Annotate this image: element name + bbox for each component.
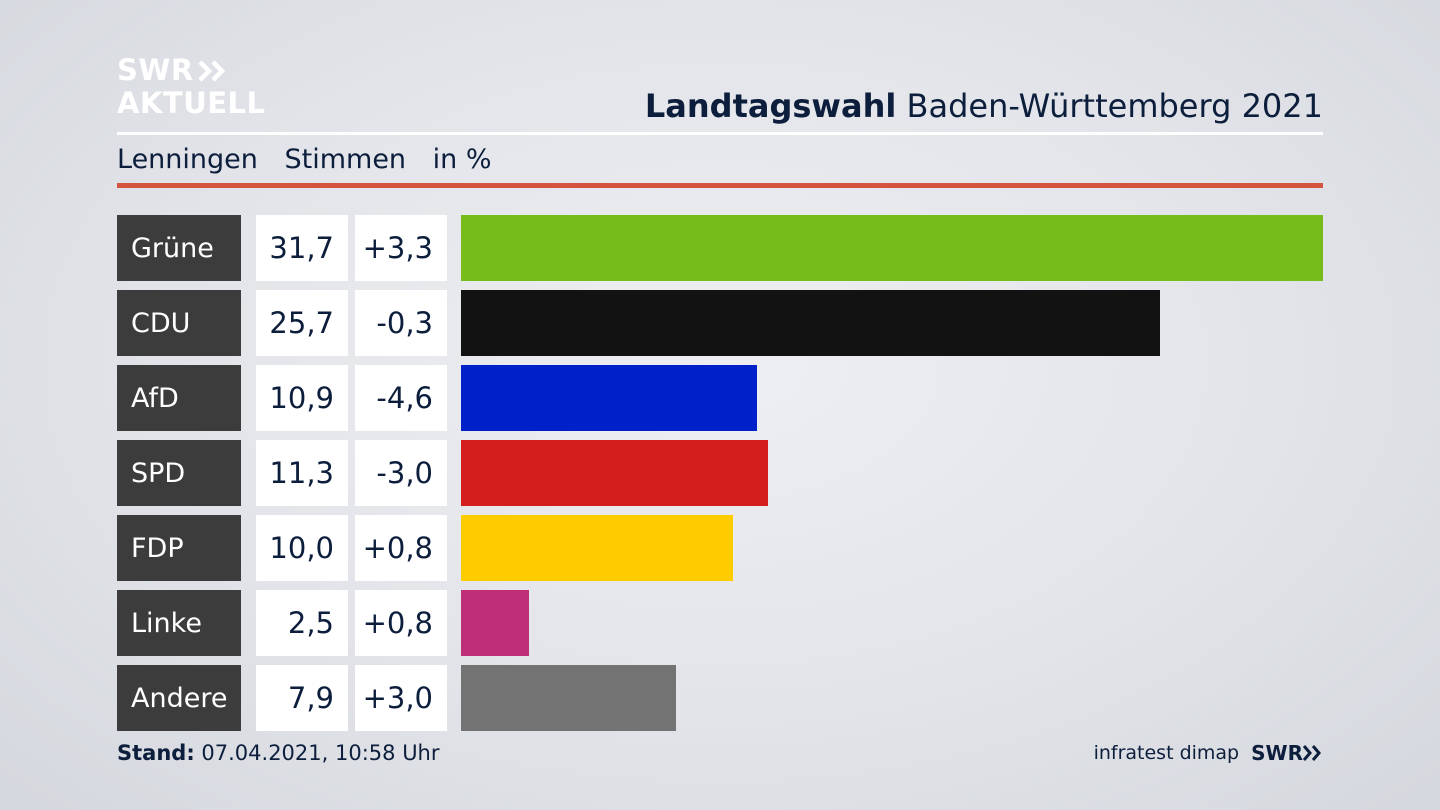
vote-share-bar [461, 590, 529, 656]
vote-share-value: 7,9 [256, 665, 348, 731]
vote-change-value: +0,8 [355, 590, 447, 656]
subtitle-place: Lenningen [117, 144, 258, 175]
party-label: SPD [117, 440, 241, 506]
logo-line2: AKTUELL [117, 86, 266, 120]
vote-share-value: 10,9 [256, 365, 348, 431]
vote-share-value: 2,5 [256, 590, 348, 656]
vote-share-value: 10,0 [256, 515, 348, 581]
party-row: CDU 25,7 -0,3 [117, 290, 1323, 356]
party-label: Grüne [117, 215, 241, 281]
source-credit: infratest dimap SWR [1094, 741, 1323, 765]
party-row: Grüne 31,7 +3,3 [117, 215, 1323, 281]
party-label: Andere [117, 665, 241, 731]
footer-logo-text: SWR [1251, 741, 1303, 765]
vote-change-value: +0,8 [355, 515, 447, 581]
title-rest: Baden-Württemberg 2021 [906, 87, 1324, 125]
vote-change-value: -0,3 [355, 290, 447, 356]
vote-share-bar [461, 365, 757, 431]
title-bold: Landtagswahl [644, 87, 897, 125]
stand-label: Stand: [117, 741, 195, 765]
subtitle: Lenningen Stimmen in % [117, 144, 510, 175]
party-row: FDP 10,0 +0,8 [117, 515, 1323, 581]
subtitle-unit: in % [432, 144, 492, 175]
vote-share-bar [461, 515, 733, 581]
timestamp: Stand: 07.04.2021, 10:58 Uhr [117, 741, 440, 765]
party-label: Linke [117, 590, 241, 656]
header-divider [117, 132, 1323, 135]
vote-change-value: -4,6 [355, 365, 447, 431]
party-row: Linke 2,5 +0,8 [117, 590, 1323, 656]
stand-value: 07.04.2021, 10:58 Uhr [201, 741, 440, 765]
party-label: AfD [117, 365, 241, 431]
vote-share-bar [461, 215, 1323, 281]
vote-share-value: 25,7 [256, 290, 348, 356]
source-name: infratest dimap [1093, 742, 1240, 764]
vote-change-value: +3,3 [355, 215, 447, 281]
party-row: SPD 11,3 -3,0 [117, 440, 1323, 506]
double-chevron-icon [1303, 745, 1321, 761]
vote-share-value: 11,3 [256, 440, 348, 506]
subtitle-measure: Stimmen [284, 144, 407, 175]
footer-logo: SWR [1251, 741, 1323, 765]
party-row: Andere 7,9 +3,0 [117, 665, 1323, 731]
vote-share-bar [461, 440, 768, 506]
vote-share-bar [461, 665, 676, 731]
vote-change-value: -3,0 [355, 440, 447, 506]
double-chevron-icon [198, 59, 225, 82]
vote-change-value: +3,0 [355, 665, 447, 731]
party-row: AfD 10,9 -4,6 [117, 365, 1323, 431]
swr-aktuell-logo: SWR AKTUELL [117, 56, 266, 118]
party-label: FDP [117, 515, 241, 581]
page-title: Landtagswahl Baden-Württemberg 2021 [645, 87, 1323, 125]
logo-line1: SWR [117, 53, 194, 87]
party-label: CDU [117, 290, 241, 356]
vote-share-bar [461, 290, 1160, 356]
vote-share-value: 31,7 [256, 215, 348, 281]
accent-divider [117, 183, 1323, 188]
